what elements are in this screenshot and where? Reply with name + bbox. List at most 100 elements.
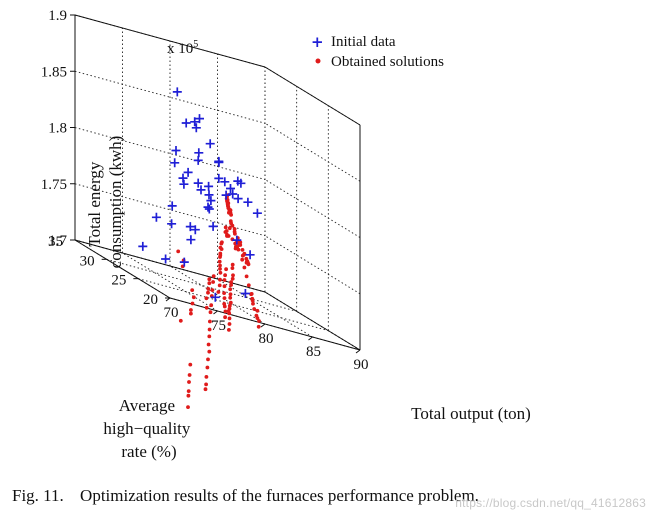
point-initial-data (208, 221, 218, 231)
legend-label-obtained-solutions: Obtained solutions (331, 54, 444, 70)
point-obtained-solution (227, 316, 232, 321)
z-tick-label: 1.75 (41, 177, 67, 193)
point-initial-data (171, 146, 181, 155)
point-obtained-solution (217, 283, 222, 288)
point-obtained-solution (226, 205, 231, 209)
point-initial-data (138, 241, 148, 251)
x-tick-mark (213, 310, 218, 315)
point-obtained-solution (204, 305, 209, 310)
point-obtained-solution (187, 380, 191, 384)
point-obtained-solution (208, 319, 212, 324)
point-obtained-solution (223, 230, 228, 234)
point-obtained-solution (230, 223, 235, 228)
x-axis-label: Total output (ton) (411, 404, 531, 423)
y-axis-line (74, 239, 171, 299)
point-obtained-solution (206, 290, 210, 295)
point-obtained-solution (218, 277, 222, 282)
point-obtained-solution (218, 253, 223, 258)
point-obtained-solution (251, 301, 255, 306)
point-obtained-solution (228, 287, 233, 292)
point-initial-data (167, 201, 177, 211)
x-tick-mark (260, 323, 266, 328)
point-initial-data (214, 173, 224, 183)
point-obtained-solution (206, 357, 210, 362)
point-obtained-solution (204, 296, 209, 301)
point-obtained-solution (220, 240, 224, 245)
point-initial-data (206, 196, 216, 206)
x-tick-label: 75 (211, 318, 226, 334)
point-obtained-solution (207, 277, 212, 282)
point-obtained-solution (227, 328, 231, 332)
point-initial-data (236, 178, 246, 188)
point-initial-data (221, 190, 231, 200)
point-obtained-solution (229, 280, 234, 284)
z-tick-label: 1.9 (48, 8, 67, 24)
point-initial-data (204, 190, 214, 200)
point-obtained-solution (186, 393, 191, 398)
point-initial-data (172, 87, 182, 97)
point-initial-data (233, 194, 243, 204)
figure-number: Fig. 11. (12, 486, 64, 505)
y-tick-label: 35 (48, 234, 63, 250)
point-obtained-solution (227, 210, 231, 215)
point-initial-data (190, 225, 200, 235)
gridline-floor-x (122, 252, 218, 312)
x-tick-mark (308, 336, 313, 341)
gridline-back-z (74, 70, 266, 124)
point-initial-data (243, 197, 253, 207)
point-initial-data (214, 156, 224, 166)
figure-caption: Fig. 11. Optimization results of the fur… (12, 486, 652, 506)
point-obtained-solution (223, 309, 228, 314)
point-obtained-solution (189, 311, 193, 316)
point-initial-data (193, 155, 203, 165)
point-initial-data (190, 117, 200, 127)
point-obtained-solution (249, 292, 254, 296)
point-initial-data (179, 179, 189, 189)
point-obtained-solution (228, 292, 233, 297)
legend: + Initial data Obtained solutions (311, 33, 444, 70)
point-obtained-solution (188, 362, 193, 367)
point-initial-data (196, 185, 206, 195)
point-obtained-solution (206, 342, 211, 347)
point-obtained-solution (222, 296, 227, 300)
legend-label-initial-data: Initial data (331, 34, 396, 50)
point-obtained-solution (222, 291, 227, 295)
point-obtained-solution (218, 245, 223, 250)
point-initial-data (245, 250, 255, 260)
watermark-url: https://blog.csdn.net/qq_41612863 (455, 496, 646, 510)
point-obtained-solution (222, 304, 227, 309)
point-obtained-solution (227, 322, 232, 326)
point-initial-data (186, 235, 196, 245)
legend-marker-dot (315, 58, 321, 64)
point-obtained-solution (207, 349, 212, 354)
legend-marker-plus: + (311, 33, 324, 51)
point-obtained-solution (232, 227, 237, 231)
legend-entry-initial-data: + Initial data (311, 33, 396, 51)
point-obtained-solution (227, 226, 232, 231)
point-obtained-solution (216, 290, 221, 294)
y-tick-label: 30 (80, 253, 95, 269)
point-obtained-solution (218, 270, 223, 275)
point-obtained-solution (256, 324, 261, 329)
point-initial-data (220, 177, 230, 187)
tick-labels: 70 75 80 85 90 20 25 30 351.7 1.75 1.8 1.85 1.9 (41, 8, 369, 373)
gridline-side-z (264, 235, 361, 295)
point-initial-data (194, 148, 204, 158)
point-obtained-solution (240, 257, 245, 262)
point-initial-data (252, 208, 262, 218)
point-obtained-solution (217, 259, 222, 264)
point-initial-data (179, 257, 189, 267)
point-obtained-solution (245, 259, 249, 264)
point-obtained-solution (187, 373, 192, 377)
point-obtained-solution (230, 262, 235, 267)
point-obtained-solution (211, 280, 216, 284)
point-obtained-solution (227, 303, 232, 308)
point-obtained-solution (229, 283, 234, 287)
x-tick-label: 70 (164, 305, 179, 321)
point-obtained-solution (244, 274, 249, 279)
point-obtained-solution (236, 247, 241, 252)
gridline-floor-y (106, 258, 297, 312)
point-obtained-solution (250, 296, 255, 301)
point-initial-data (228, 189, 238, 199)
point-initial-data (226, 184, 235, 193)
